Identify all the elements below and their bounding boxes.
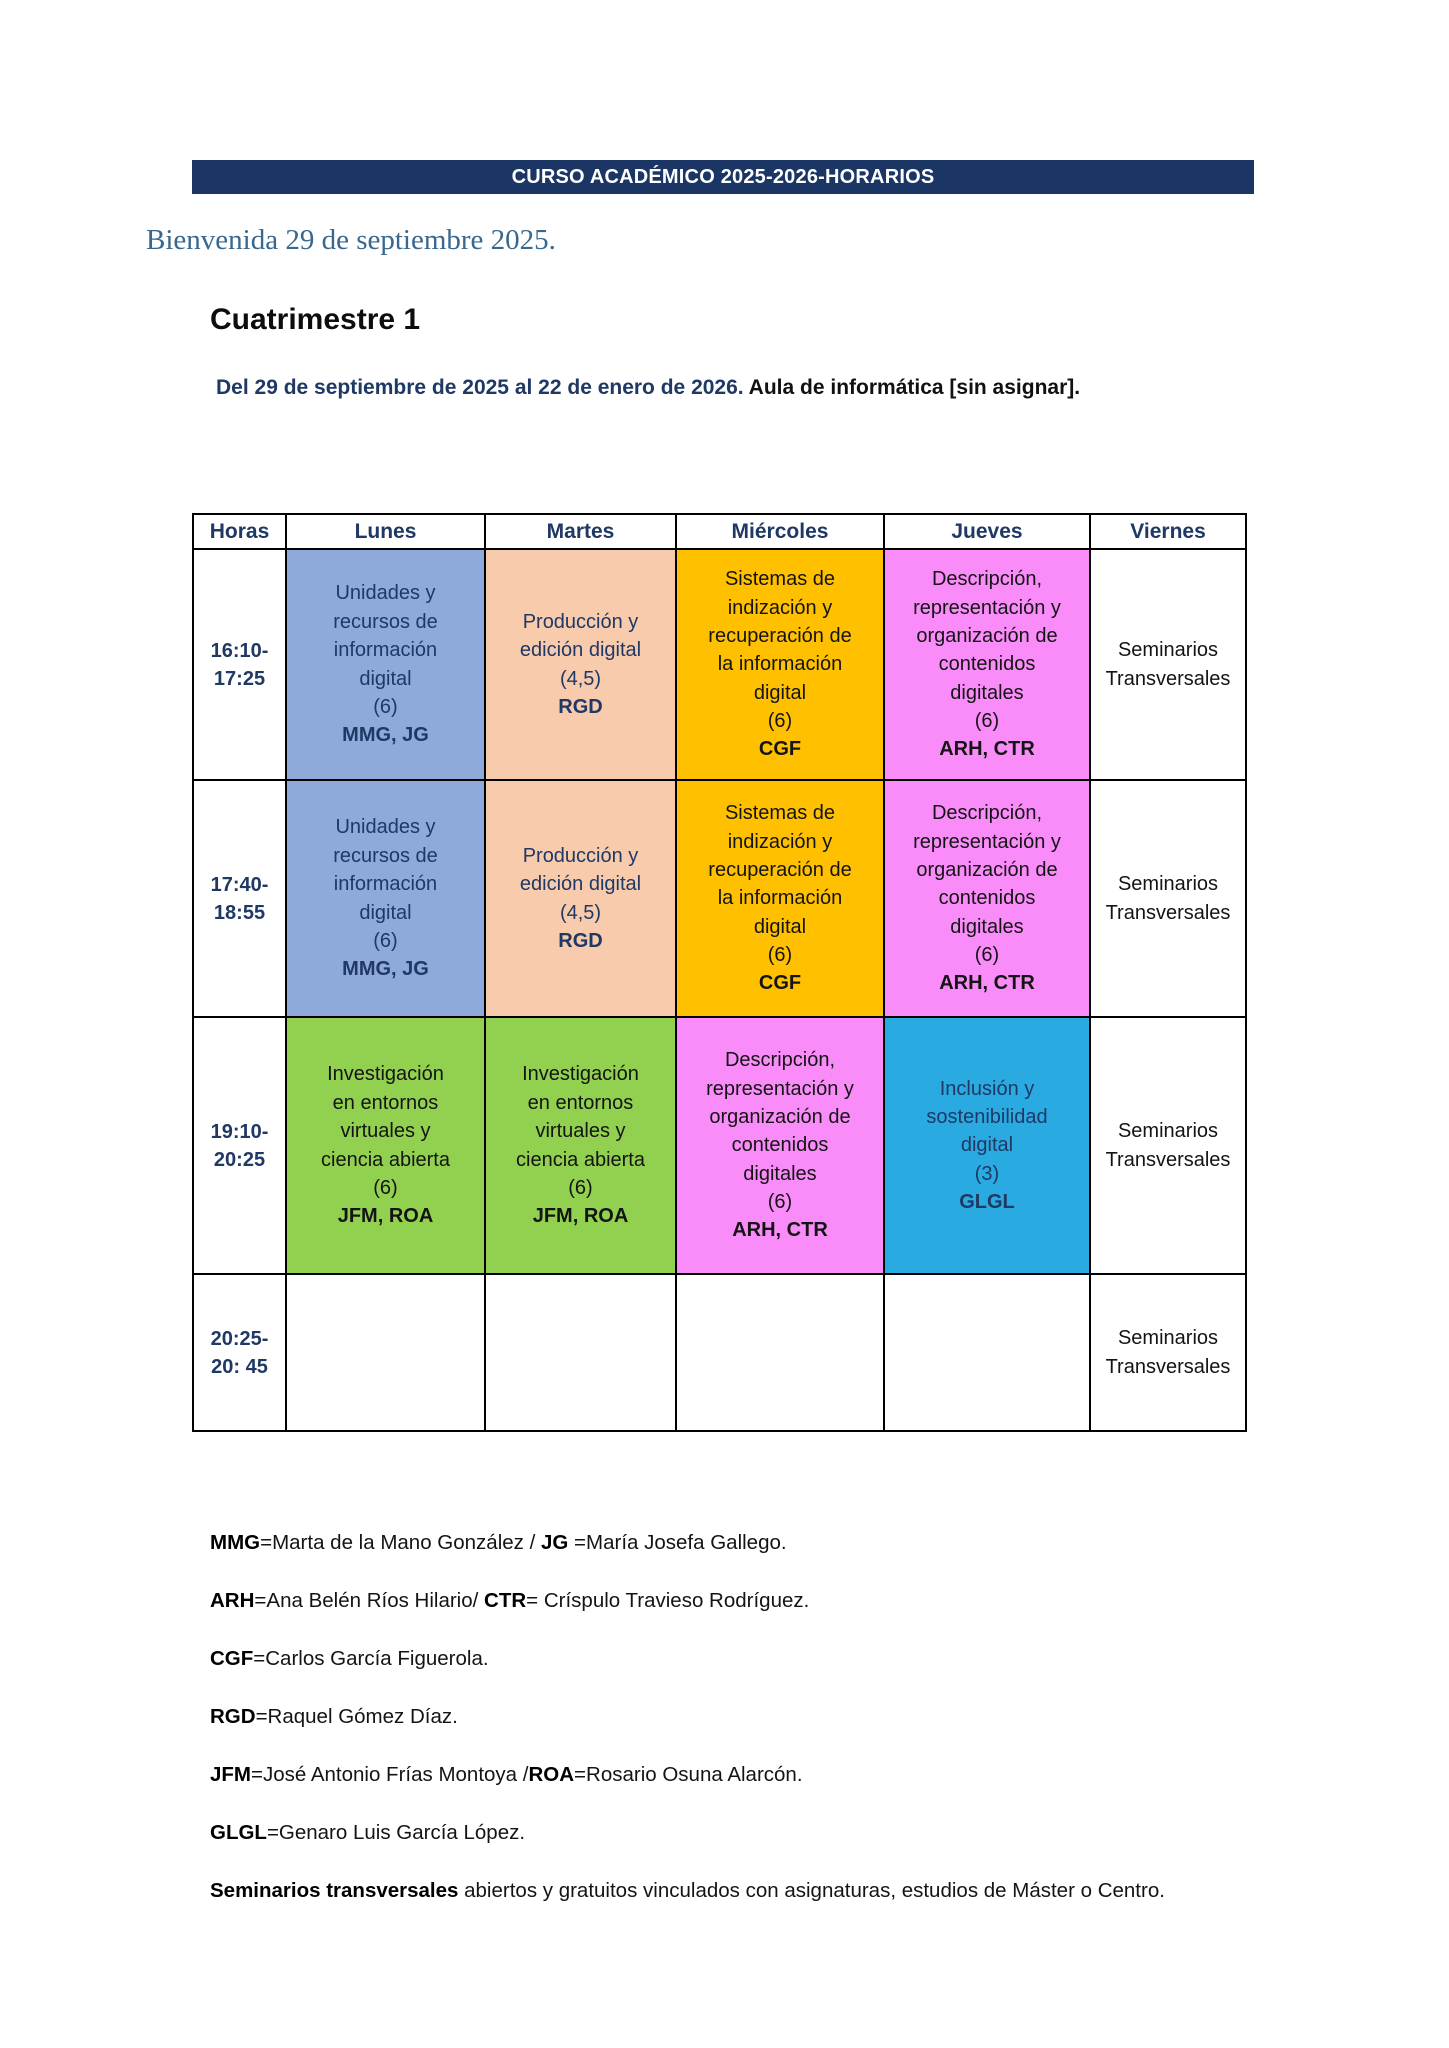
course-cell-lunes-1: Unidades y recursos de información digit… [285,548,486,781]
legend-line-mmg: MMG=Marta de la Mano González / JG =Marí… [210,1514,1195,1572]
legend-text: =Rosario Osuna Alarcón. [574,1763,803,1786]
col-header-viernes: Viernes [1089,513,1247,550]
course-cell-jueves-3: Inclusión y sostenibilidad digital (3) G… [883,1016,1091,1275]
course-title: Investigación en entornos virtuales y ci… [321,1063,450,1199]
course-title: Seminarios Transversales [1105,873,1231,924]
legend-line-jfm: JFM=José Antonio Frías Montoya /ROA=Rosa… [210,1746,1195,1804]
course-professors: MMG, JG [342,724,429,747]
course-professors: ARH, CTR [939,738,1035,761]
legend-line-cgf: CGF=Carlos García Figuerola. [210,1630,1195,1688]
course-cell-viernes-4: Seminarios Transversales [1089,1273,1247,1432]
date-range-text: Del 29 de septiembre de 2025 al 22 de en… [216,376,744,399]
course-professors: RGD [558,695,603,718]
legend-abbr: ARH [210,1589,255,1612]
course-title: Investigación en entornos virtuales y ci… [516,1063,645,1199]
legend-abbr: CGF [210,1647,254,1670]
course-title: Inclusión y sostenibilidad digital (3) [926,1077,1048,1185]
legend-line-arh: ARH=Ana Belén Ríos Hilario/ CTR= Críspul… [210,1572,1195,1630]
course-cell-lunes-3: Investigación en entornos virtuales y ci… [285,1016,486,1275]
course-professors: CGF [758,972,802,995]
course-cell-viernes-1: Seminarios Transversales [1089,548,1247,781]
course-title: Descripción, representación y organizaci… [913,802,1061,967]
course-cell-viernes-3: Seminarios Transversales [1089,1016,1247,1275]
course-professors: MMG, JG [342,958,429,981]
time-slot: 16:10- 17:25 [192,548,287,781]
date-range-note: Aula de informática [sin asignar]. [743,376,1081,399]
legend-line-rgd: RGD=Raquel Gómez Díaz. [210,1688,1195,1746]
course-cell-miercoles-1: Sistemas de indización y recuperación de… [675,548,885,781]
legend-text: =Ana Belén Ríos Hilario/ [254,1589,485,1612]
course-cell-martes-2: Producción y edición digital (4,5) RGD [484,779,677,1018]
course-cell-lunes-2: Unidades y recursos de información digit… [285,779,486,1018]
legend-text: =Carlos García Figuerola. [253,1647,489,1670]
course-title: Sistemas de indización y recuperación de… [708,802,852,967]
legend-text: abiertos y gratuitos vinculados con asig… [458,1879,1165,1902]
welcome-line: Bienvenida 29 de septiembre 2025. [146,224,556,256]
table-row: 17:40- 18:55 Unidades y recursos de info… [192,779,1247,1018]
legend-abbr: RGD [210,1705,256,1728]
date-range-line: Del 29 de septiembre de 2025 al 22 de en… [216,376,1080,400]
legend-text: =Genaro Luis García López. [266,1821,526,1844]
legend-abbr: JFM [210,1763,251,1786]
course-title: Seminarios Transversales [1105,1120,1231,1171]
course-professors: ARH, CTR [939,972,1035,995]
legend-line-glgl: GLGL=Genaro Luis García López. [210,1804,1195,1862]
course-professors: JFM, ROA [337,1205,434,1228]
course-professors: ARH, CTR [732,1219,828,1242]
course-cell-jueves-2: Descripción, representación y organizaci… [883,779,1091,1018]
table-row: 19:10- 20:25 Investigación en entornos v… [192,1016,1247,1275]
course-title: Unidades y recursos de información digit… [333,582,438,718]
legend-text: =Raquel Gómez Díaz. [255,1705,458,1728]
banner-bar: CURSO ACADÉMICO 2025-2026-HORARIOS [192,160,1254,194]
course-cell-miercoles-2: Sistemas de indización y recuperación de… [675,779,885,1018]
col-header-lunes: Lunes [285,513,486,550]
legend-text: =Marta de la Mano González / [260,1531,541,1554]
col-header-horas: Horas [192,513,287,550]
legend-text: =María Josefa Gallego. [568,1531,787,1554]
time-slot: 17:40- 18:55 [192,779,287,1018]
header-row: Horas Lunes Martes Miércoles Jueves Vier… [192,513,1247,550]
course-title: Seminarios Transversales [1105,1327,1231,1378]
course-professors: CGF [758,738,802,761]
course-title: Seminarios Transversales [1105,639,1231,690]
course-title: Sistemas de indización y recuperación de… [708,568,852,733]
legend-abbr: GLGL [210,1821,267,1844]
course-title: Descripción, representación y organizaci… [706,1049,854,1214]
legend: MMG=Marta de la Mano González / JG =Marí… [210,1514,1195,1920]
legend-text: =José Antonio Frías Montoya / [251,1763,529,1786]
legend-abbr: CTR [484,1589,527,1612]
course-cell-martes-3: Investigación en entornos virtuales y ci… [484,1016,677,1275]
course-title: Producción y edición digital (4,5) [519,610,642,690]
schedule-table: Horas Lunes Martes Miércoles Jueves Vier… [192,513,1247,1432]
course-cell-miercoles-3: Descripción, representación y organizaci… [675,1016,885,1275]
banner-title: CURSO ACADÉMICO 2025-2026-HORARIOS [511,165,935,188]
legend-abbr: MMG [210,1531,261,1554]
empty-cell-lunes-4 [285,1273,486,1432]
col-header-jueves: Jueves [883,513,1091,550]
course-professors: GLGL [959,1191,1015,1214]
course-professors: RGD [558,929,603,952]
course-title: Producción y edición digital (4,5) [519,844,642,924]
course-cell-jueves-1: Descripción, representación y organizaci… [883,548,1091,781]
course-cell-martes-1: Producción y edición digital (4,5) RGD [484,548,677,781]
empty-cell-martes-4 [484,1273,677,1432]
legend-text: = Críspulo Travieso Rodríguez. [526,1589,810,1612]
legend-abbr: Seminarios transversales [210,1879,459,1902]
table-row: 16:10- 17:25 Unidades y recursos de info… [192,548,1247,781]
legend-line-seminarios: Seminarios transversales abiertos y grat… [210,1862,1195,1920]
legend-abbr: ROA [528,1763,575,1786]
course-title: Descripción, representación y organizaci… [913,568,1061,733]
course-cell-viernes-2: Seminarios Transversales [1089,779,1247,1018]
legend-abbr: JG [541,1531,569,1554]
table-row: 20:25- 20: 45 Seminarios Transversales [192,1273,1247,1432]
section-title: Cuatrimestre 1 [210,303,421,336]
course-title: Unidades y recursos de información digit… [333,816,438,952]
empty-cell-jueves-4 [883,1273,1091,1432]
time-slot: 19:10- 20:25 [192,1016,287,1275]
course-professors: JFM, ROA [532,1205,629,1228]
col-header-miercoles: Miércoles [675,513,885,550]
col-header-martes: Martes [484,513,677,550]
empty-cell-miercoles-4 [675,1273,885,1432]
time-slot: 20:25- 20: 45 [192,1273,287,1432]
